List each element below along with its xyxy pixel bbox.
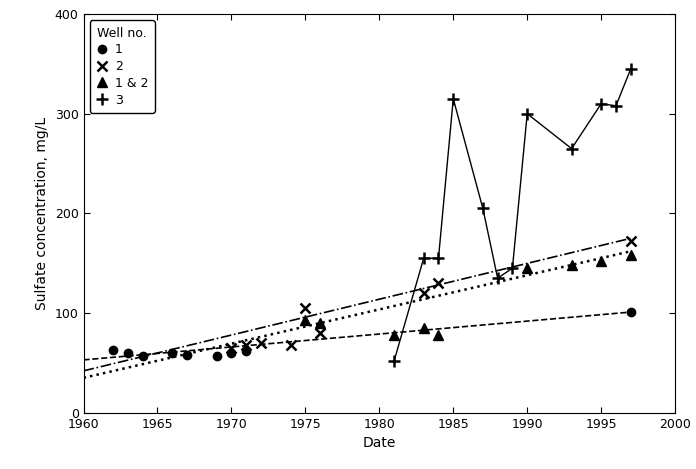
Legend: 1, 2, 1 & 2, 3: 1, 2, 1 & 2, 3 [90,20,155,113]
Y-axis label: Sulfate concentration, mg/L: Sulfate concentration, mg/L [35,117,49,310]
X-axis label: Date: Date [363,436,396,450]
